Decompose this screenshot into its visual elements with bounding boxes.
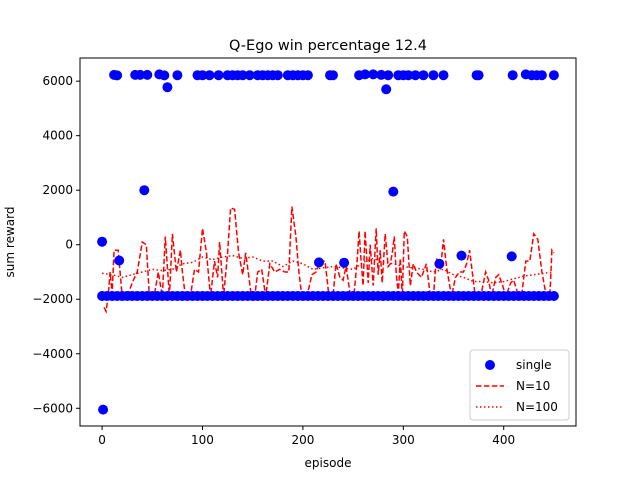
x-tick-label: 400	[492, 433, 515, 447]
single-point	[302, 70, 313, 81]
y-tick-label: 6000	[42, 74, 73, 88]
single-point	[197, 70, 208, 81]
single-point	[434, 258, 445, 269]
single-point	[473, 70, 484, 81]
single-point	[162, 82, 173, 93]
y-tick-label: 4000	[42, 129, 73, 143]
chart-title: Q-Ego win percentage 12.4	[229, 38, 427, 54]
single-point	[388, 186, 399, 197]
single-point	[97, 236, 108, 247]
x-axis-label: episode	[305, 456, 352, 470]
legend-label-single: single	[516, 358, 552, 372]
single-point	[548, 291, 559, 301]
single-point	[142, 69, 153, 80]
single-point	[368, 69, 379, 80]
series-single-markers	[97, 69, 559, 415]
single-point	[410, 70, 421, 81]
single-point	[428, 70, 439, 81]
y-tick-label: 2000	[42, 183, 73, 197]
single-point	[112, 70, 123, 81]
single-point	[159, 70, 170, 81]
legend-label-n100: N=100	[516, 400, 558, 414]
single-point	[506, 251, 517, 262]
single-point	[204, 70, 215, 81]
single-point	[360, 69, 371, 80]
single-point	[383, 70, 394, 81]
series-n100-line	[101, 254, 554, 284]
single-point	[213, 70, 224, 81]
legend-box	[469, 349, 570, 421]
legend-marker-single	[485, 360, 495, 370]
single-point	[328, 70, 338, 81]
single-point	[98, 404, 109, 415]
y-tick-label: −4000	[32, 347, 73, 361]
n100-series-path	[101, 254, 554, 284]
single-point	[418, 70, 429, 81]
n10-series-path	[103, 206, 555, 315]
single-point	[548, 70, 559, 81]
single-point	[272, 70, 283, 81]
legend: single N=10 N=100	[469, 349, 570, 421]
single-point	[244, 70, 255, 81]
single-point	[403, 70, 414, 81]
y-tick-label: −2000	[32, 292, 73, 306]
single-point	[172, 70, 183, 81]
single-point	[507, 70, 518, 81]
single-point	[381, 84, 392, 95]
series-n10-line	[103, 206, 555, 315]
single-point	[139, 185, 150, 196]
y-tick-label: −6000	[32, 401, 73, 415]
single-point	[135, 69, 146, 80]
axes-frame	[79, 57, 577, 427]
x-tick-label: 0	[98, 433, 106, 447]
x-tick-label: 300	[392, 433, 415, 447]
single-point	[456, 250, 467, 261]
single-point	[114, 255, 125, 266]
single-point	[339, 257, 350, 268]
single-point	[376, 69, 387, 80]
legend-label-n10: N=10	[516, 379, 550, 393]
y-axis-label: sum reward	[3, 207, 17, 278]
x-tick-label: 100	[191, 433, 214, 447]
single-point	[314, 257, 324, 268]
y-axis-ticks: −6000 −4000 −2000 0 2000 4000 6000	[32, 74, 80, 415]
single-point	[438, 70, 449, 81]
x-tick-label: 200	[291, 433, 314, 447]
y-tick-label: 0	[65, 238, 73, 252]
x-axis-ticks: 0 100 200 300 400	[98, 426, 515, 447]
plot-area	[97, 69, 559, 415]
single-point	[237, 70, 248, 81]
single-point	[536, 70, 547, 81]
